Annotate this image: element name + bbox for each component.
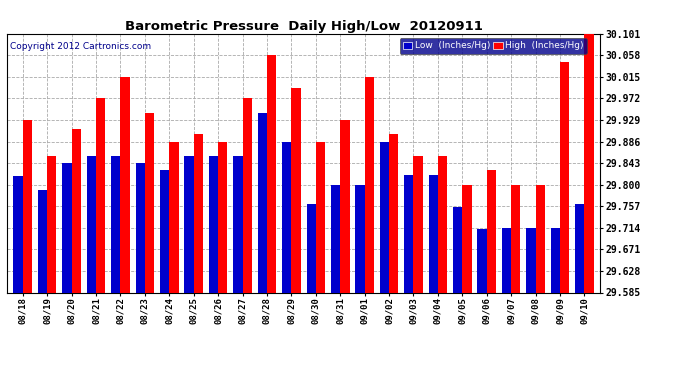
Bar [438,156,447,292]
Bar [462,184,471,292]
Bar [575,204,584,292]
Bar [136,163,145,292]
Bar [87,156,96,292]
Bar [282,142,291,292]
Bar [364,77,374,292]
Bar [584,34,593,292]
Title: Barometric Pressure  Daily High/Low  20120911: Barometric Pressure Daily High/Low 20120… [125,20,482,33]
Bar [111,156,121,292]
Bar [184,156,194,292]
Bar [257,113,267,292]
Bar [380,142,389,292]
Bar [23,120,32,292]
Bar [331,184,340,292]
Bar [413,156,423,292]
Bar [306,204,316,292]
Bar [209,156,218,292]
Bar [526,228,535,292]
Bar [62,163,72,292]
Bar [145,113,154,292]
Bar [291,88,301,292]
Bar [560,62,569,292]
Bar [428,175,438,292]
Bar [511,184,520,292]
Bar [38,190,47,292]
Bar [389,134,398,292]
Bar [14,176,23,292]
Bar [316,142,325,292]
Bar [218,142,228,292]
Bar [72,129,81,292]
Bar [47,156,57,292]
Bar [340,120,350,292]
Bar [535,184,545,292]
Legend: Low  (Inches/Hg), High  (Inches/Hg): Low (Inches/Hg), High (Inches/Hg) [400,38,587,54]
Bar [169,142,179,292]
Bar [502,228,511,292]
Bar [233,156,243,292]
Bar [404,175,413,292]
Bar [477,229,486,292]
Bar [453,207,462,292]
Bar [267,55,276,292]
Bar [121,77,130,292]
Bar [96,98,106,292]
Bar [243,98,252,292]
Bar [486,170,496,292]
Bar [160,170,169,292]
Bar [355,184,364,292]
Text: Copyright 2012 Cartronics.com: Copyright 2012 Cartronics.com [10,42,151,51]
Bar [551,228,560,292]
Bar [194,134,203,292]
